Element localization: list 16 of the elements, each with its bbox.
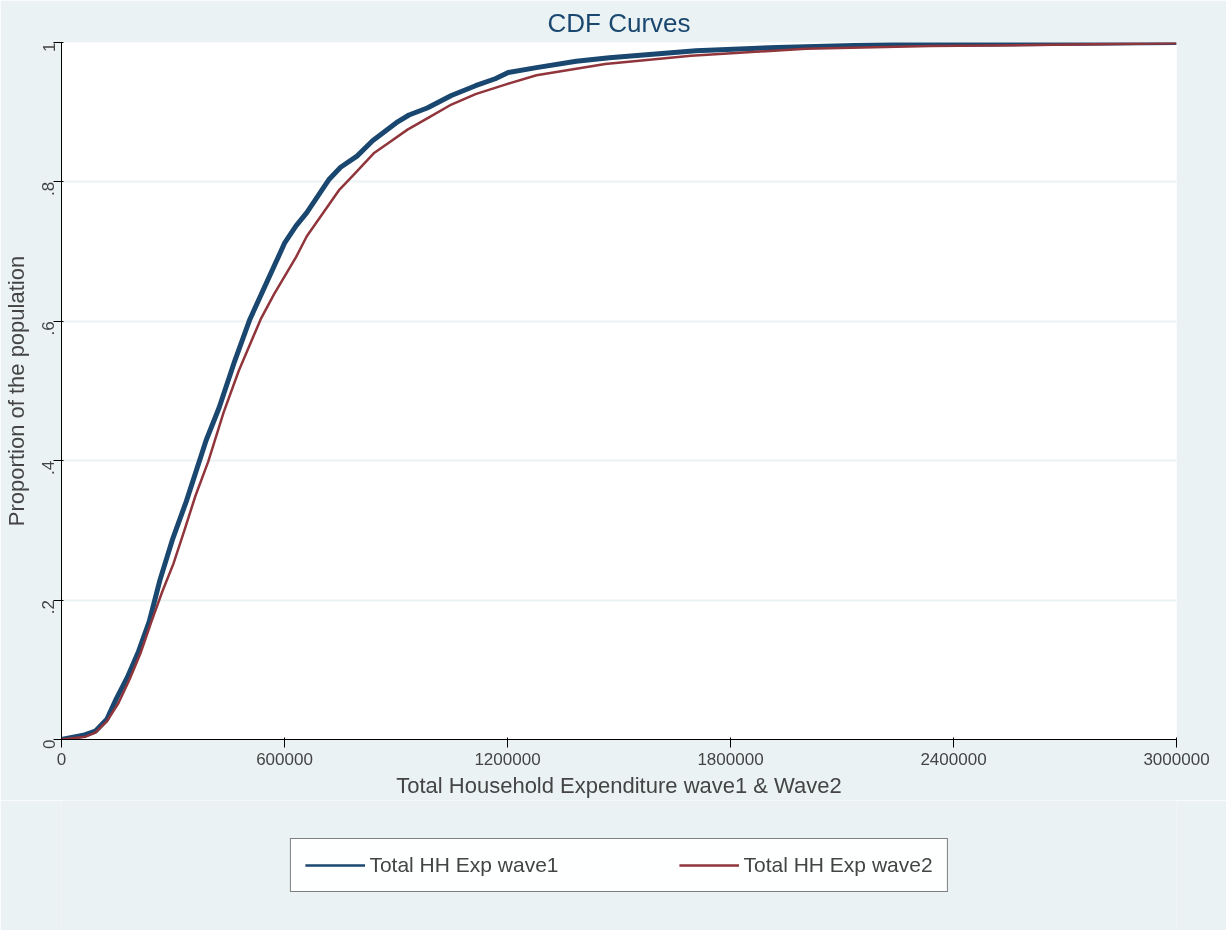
y-axis-title: Proportion of the population — [3, 255, 29, 527]
y-tick-label: .2 — [39, 600, 59, 615]
x-tick-label: 1200000 — [474, 749, 541, 769]
x-tick-label: 3000000 — [1143, 749, 1210, 769]
x-tick-label: 600000 — [256, 749, 313, 769]
y-tick-label: .4 — [39, 460, 59, 475]
x-axis-title: Total Household Expenditure wave1 & Wave2 — [396, 772, 842, 798]
legend-label: Total HH Exp wave1 — [369, 853, 559, 877]
y-tick-label: 1 — [39, 42, 59, 52]
y-tick-label: 0 — [39, 739, 59, 749]
y-tick-label: .6 — [39, 321, 59, 336]
legend-label: Total HH Exp wave2 — [743, 853, 933, 877]
x-tick-label: 1800000 — [697, 749, 764, 769]
x-tick-label: 2400000 — [920, 749, 987, 769]
y-tick-label: .8 — [39, 181, 59, 197]
chart-title: CDF Curves — [547, 7, 691, 38]
